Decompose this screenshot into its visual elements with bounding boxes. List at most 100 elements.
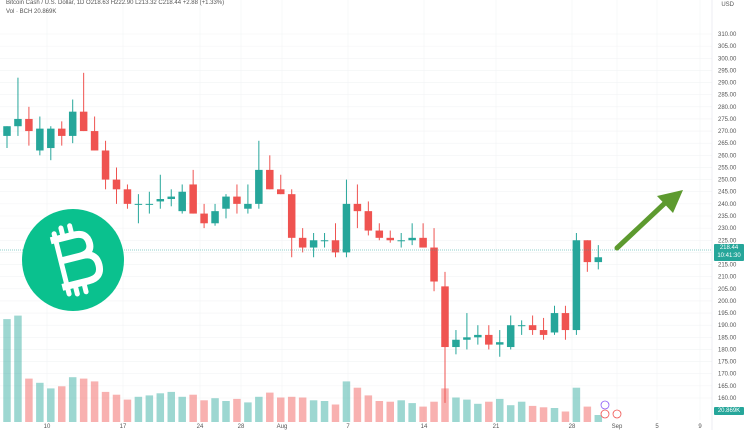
- volume-bar: [583, 406, 592, 422]
- volume-bar: [441, 388, 449, 422]
- event-marker-icon[interactable]: [600, 400, 610, 410]
- price-tick-label: 215.00: [718, 263, 737, 269]
- volume-bar: [90, 381, 99, 422]
- volume-bar: [298, 397, 307, 422]
- price-tick-label: 280.00: [718, 105, 737, 111]
- volume-bar: [255, 396, 263, 422]
- flag-marker-icon[interactable]: [612, 409, 622, 419]
- candle-body: [583, 240, 592, 263]
- price-tick-label: 180.00: [718, 347, 737, 353]
- candle-body: [222, 196, 230, 209]
- candle-body: [277, 189, 285, 195]
- candle-body: [298, 237, 307, 248]
- volume-bar: [550, 408, 559, 422]
- volume-bar: [101, 391, 110, 422]
- candle-body: [572, 240, 581, 331]
- candle-body: [233, 196, 241, 204]
- currency-label: USD: [721, 2, 734, 8]
- volume-bar: [178, 396, 186, 422]
- candle-body: [167, 196, 175, 200]
- candle-body: [342, 203, 351, 253]
- candle-body: [36, 128, 44, 151]
- volume-bar: [222, 401, 230, 422]
- price-tick-label: 170.00: [718, 372, 737, 378]
- volume-bar: [156, 393, 165, 422]
- candle-body: [528, 325, 537, 331]
- candle-body: [463, 337, 471, 340]
- volume-bar: [375, 401, 384, 422]
- candle-body: [550, 313, 559, 333]
- candle-body: [506, 325, 515, 348]
- candle-body: [419, 237, 427, 248]
- volume-badge: 20.869K: [714, 407, 744, 415]
- candle-body: [3, 126, 11, 136]
- date-tick-label: Sep: [612, 424, 623, 430]
- candle-body: [101, 150, 110, 180]
- candle-body: [156, 199, 165, 202]
- volume-bar: [561, 411, 570, 422]
- candle-body: [112, 179, 121, 190]
- volume-bar: [112, 394, 121, 422]
- date-tick-label: Aug: [277, 424, 288, 430]
- volume-bar: [79, 378, 88, 422]
- candle-body: [309, 240, 318, 248]
- candle-body: [386, 237, 394, 241]
- volume-bar: [320, 401, 329, 422]
- volume-bar: [36, 382, 44, 422]
- volume-bar: [452, 397, 460, 422]
- candle-body: [485, 334, 493, 345]
- volume-bar: [200, 400, 208, 422]
- volume-bar: [233, 398, 241, 422]
- candle-body: [255, 169, 263, 204]
- candle-body: [134, 203, 143, 205]
- event-markers[interactable]: [600, 400, 622, 419]
- price-tick-label: 190.00: [718, 323, 737, 329]
- candle-body: [68, 111, 77, 136]
- price-tick-label: 270.00: [718, 129, 737, 135]
- date-tick-label: 10: [44, 424, 51, 430]
- date-tick-label: 17: [120, 424, 127, 430]
- price-tick-label: 165.00: [718, 384, 737, 390]
- volume-bar: [386, 401, 394, 422]
- candle-body: [47, 128, 55, 149]
- price-tick-label: 250.00: [718, 178, 737, 184]
- candle-body: [266, 169, 274, 190]
- price-tick-label: 285.00: [718, 93, 737, 99]
- candle-body: [430, 247, 438, 282]
- candle-body: [25, 118, 33, 132]
- candle-body: [441, 286, 449, 348]
- price-tick-label: 290.00: [718, 81, 737, 87]
- volume-bar: [68, 377, 77, 422]
- price-tick-label: 245.00: [718, 190, 737, 196]
- candle-body: [200, 213, 208, 224]
- candle-body: [474, 334, 482, 338]
- volume-bar: [430, 401, 438, 422]
- volume-bar: [397, 400, 405, 422]
- volume-bar: [189, 394, 197, 422]
- volume-bar: [167, 391, 175, 422]
- volume-bar: [331, 404, 340, 422]
- date-tick-label: 9: [698, 424, 702, 430]
- candle-body: [145, 203, 154, 205]
- candle-body: [320, 240, 329, 242]
- price-tick-label: 175.00: [718, 360, 737, 366]
- volume-bar: [47, 388, 55, 422]
- volume-bar: [25, 378, 33, 422]
- volume-bar: [145, 395, 154, 422]
- date-tick-label: 24: [197, 424, 204, 430]
- price-tick-label: 200.00: [718, 299, 737, 305]
- candles: [3, 72, 603, 403]
- candle-body: [364, 211, 373, 231]
- bar-countdown: 10:41:30: [717, 253, 741, 259]
- price-tick-label: 210.00: [718, 275, 737, 281]
- date-tick-label: 28: [569, 424, 576, 430]
- volume-bar: [408, 403, 416, 422]
- price-axis[interactable]: 310.00 305.00 300.00 295.00 290.00 285.00 280.…: [711, 0, 737, 430]
- volume-bar: [506, 405, 515, 422]
- flag-marker-icon[interactable]: [600, 409, 610, 419]
- last-price-badge: 218.44 10:41:30: [714, 244, 744, 261]
- date-tick-label: 5: [655, 424, 659, 430]
- date-axis[interactable]: 10 17 24 28 Aug 7 14 21 28 Sep 5 9: [44, 424, 703, 430]
